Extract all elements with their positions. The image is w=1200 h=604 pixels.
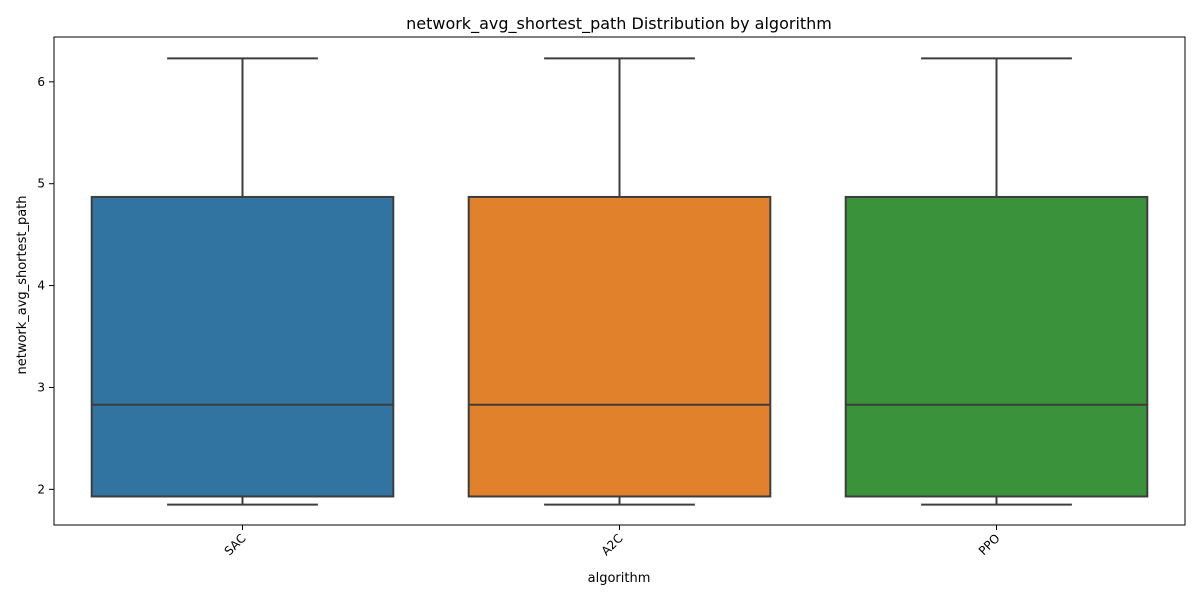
x-axis: SAC A2C PPO [222,525,1003,558]
y-axis-label: network_avg_shortest_path [15,195,30,374]
box-group-sac [90,57,395,506]
y-tick-label: 5 [37,177,45,191]
box-iqr [90,195,395,498]
box-iqr [844,195,1149,498]
y-tick-label: 6 [37,75,45,89]
y-axis: 2 3 4 5 6 [37,75,54,496]
x-axis-label: algorithm [588,571,651,586]
x-tick-label: PPO [976,531,1003,558]
chart-title: network_avg_shortest_path Distribution b… [406,14,832,34]
x-tick-label: SAC [222,531,249,558]
y-tick-label: 3 [37,380,45,394]
y-tick-label: 2 [37,482,45,496]
y-tick-label: 4 [37,279,45,293]
box-group-ppo [844,57,1149,506]
box-iqr [467,195,772,498]
box-group-a2c [467,57,772,506]
plot-area [53,36,1186,526]
x-tick-label: A2C [599,531,626,558]
